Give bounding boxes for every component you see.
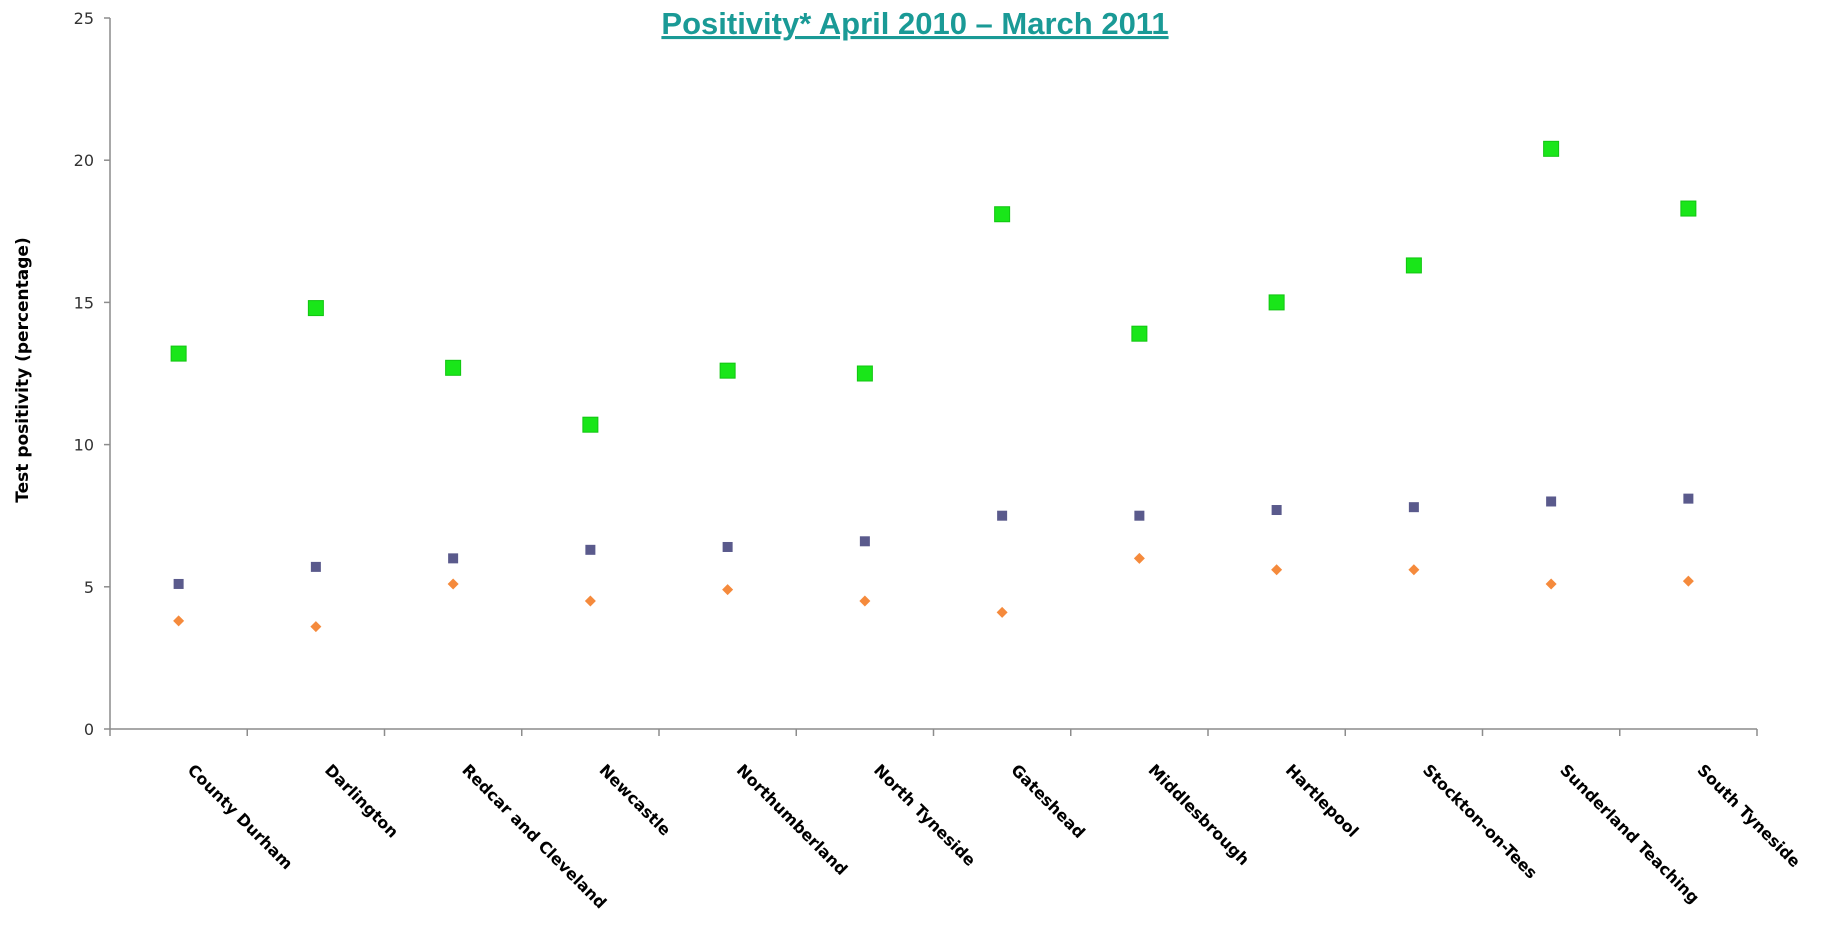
point-series3 (447, 578, 459, 590)
point-series2 (173, 578, 184, 589)
point-series3 (859, 595, 871, 607)
point-series2 (310, 561, 321, 572)
point-series2 (585, 544, 596, 555)
x-tick-label: Darlington (321, 760, 402, 841)
y-tick-label: 10 (74, 436, 94, 455)
y-tick-label: 25 (74, 9, 94, 28)
point-series1 (994, 206, 1011, 223)
point-series2 (997, 510, 1008, 521)
point-series3 (1271, 564, 1283, 576)
point-series1 (1268, 294, 1285, 311)
x-tick-label: Newcastle (596, 760, 675, 839)
y-axis-label: Test positivity (percentage) (13, 237, 33, 502)
axes (109, 18, 1757, 730)
chart-title: Positivity* April 2010 – March 2011 (661, 6, 1168, 41)
point-series1 (1680, 200, 1697, 217)
data-points (170, 140, 1697, 633)
x-tick-label: Hartlepool (1282, 760, 1363, 841)
point-series3 (1133, 552, 1145, 564)
point-series2 (1134, 510, 1145, 521)
point-series2 (1683, 493, 1694, 504)
point-series3 (1408, 564, 1420, 576)
y-ticks: 0 5 10 15 20 25 (74, 9, 110, 739)
x-ticks: County Durham Darlington Redcar and Clevel… (109, 729, 1805, 912)
y-tick-label: 0 (84, 720, 94, 739)
point-series2 (448, 553, 459, 564)
x-tick-label: Redcar and Cleveland (458, 760, 610, 912)
x-tick-label: Stockton-on-Tees (1419, 760, 1541, 882)
x-tick-label: County Durham (184, 760, 297, 873)
point-series1 (1405, 257, 1422, 274)
x-tick-label: North Tyneside (870, 760, 980, 870)
point-series2 (859, 536, 870, 547)
point-series1 (856, 365, 873, 382)
point-series3 (1545, 578, 1557, 590)
point-series3 (173, 615, 185, 627)
point-series2 (722, 541, 733, 552)
point-series1 (170, 345, 187, 362)
point-series2 (1408, 502, 1419, 513)
point-series3 (310, 621, 322, 633)
point-series3 (584, 595, 596, 607)
point-series1 (1131, 325, 1148, 342)
point-series2 (1271, 505, 1282, 516)
point-series1 (1543, 140, 1560, 157)
point-series3 (722, 584, 734, 596)
x-tick-label: Gateshead (1007, 760, 1089, 842)
point-series3 (1682, 575, 1694, 587)
x-tick-label: Middlesbrough (1145, 760, 1254, 869)
y-tick-label: 15 (74, 293, 94, 312)
point-series1 (582, 416, 599, 433)
point-series1 (719, 362, 736, 379)
x-tick-label: Sunderland Teaching (1556, 760, 1703, 907)
x-tick-label: South Tyneside (1694, 760, 1805, 871)
point-series3 (996, 606, 1008, 618)
chart-title-link[interactable]: Positivity* April 2010 – March 2011 (661, 6, 1168, 41)
y-tick-label: 5 (84, 578, 94, 597)
y-tick-label: 20 (74, 151, 94, 170)
point-series2 (1546, 496, 1557, 507)
x-tick-label: Northumberland (733, 760, 852, 879)
point-series1 (307, 300, 324, 317)
point-series1 (445, 359, 462, 376)
